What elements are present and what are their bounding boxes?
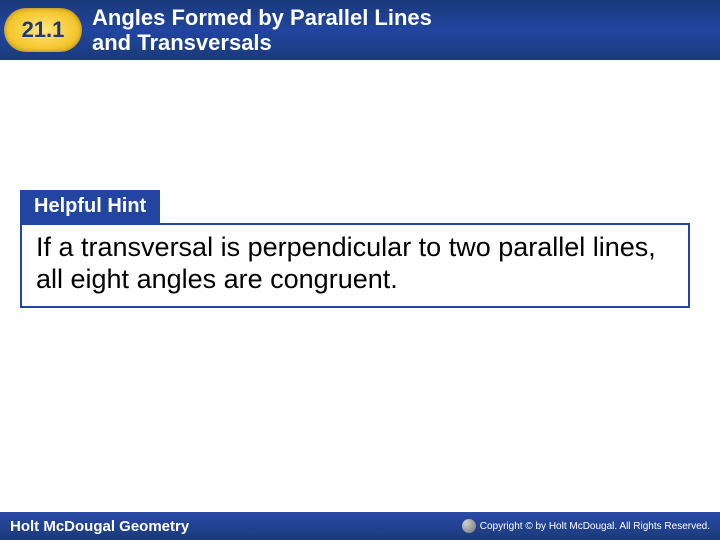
hint-box: Helpful Hint If a transversal is perpend… bbox=[20, 190, 690, 308]
slide-header: 21.1 Angles Formed by Parallel Lines and… bbox=[0, 0, 720, 60]
footer-copyright: Copyright © by Holt McDougal. All Rights… bbox=[462, 519, 710, 533]
hint-label: Helpful Hint bbox=[20, 190, 160, 223]
section-number: 21.1 bbox=[22, 17, 65, 43]
slide-title: Angles Formed by Parallel Lines and Tran… bbox=[92, 5, 432, 56]
section-badge: 21.1 bbox=[4, 8, 82, 52]
copyright-text: Copyright © by Holt McDougal. All Rights… bbox=[480, 521, 710, 532]
hint-body: If a transversal is perpendicular to two… bbox=[20, 223, 690, 308]
title-line-2: and Transversals bbox=[92, 30, 272, 55]
copyright-icon bbox=[462, 519, 476, 533]
content-area: Helpful Hint If a transversal is perpend… bbox=[0, 60, 720, 512]
footer-publisher: Holt McDougal Geometry bbox=[10, 518, 189, 535]
slide-footer: Holt McDougal Geometry Copyright © by Ho… bbox=[0, 512, 720, 540]
title-line-1: Angles Formed by Parallel Lines bbox=[92, 5, 432, 30]
